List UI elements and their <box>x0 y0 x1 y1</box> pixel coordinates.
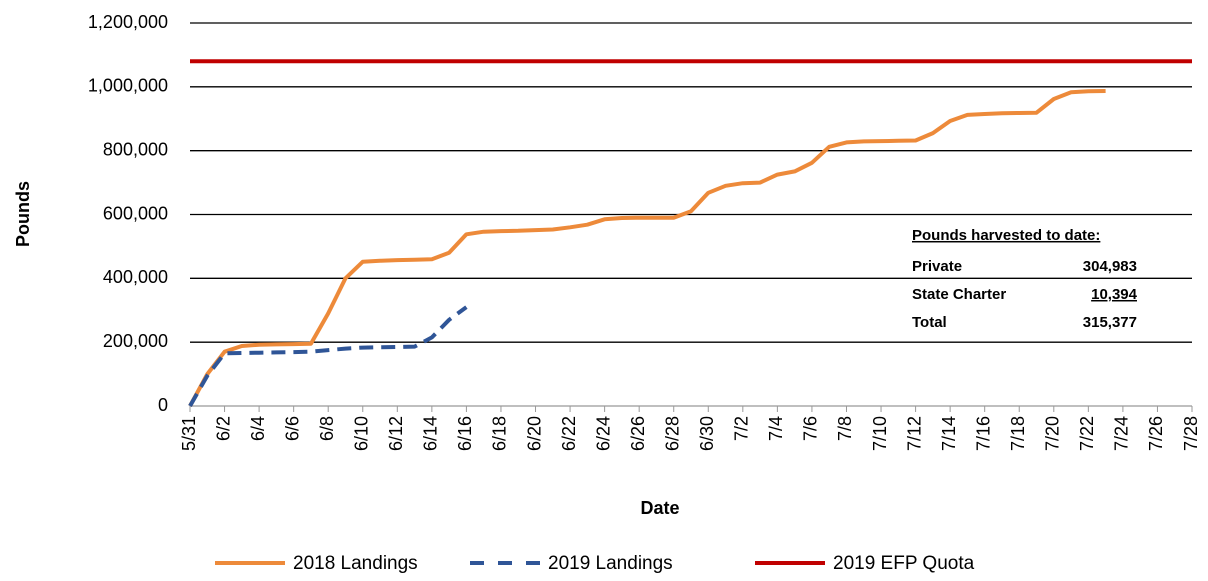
annotation-value: 304,983 <box>1083 258 1137 275</box>
y-tick-label: 800,000 <box>103 139 168 159</box>
y-tick-label: 400,000 <box>103 267 168 287</box>
annotation-heading: Pounds harvested to date: <box>912 227 1100 244</box>
x-tick-label: 7/28 <box>1181 416 1201 451</box>
x-tick-label: 6/10 <box>352 416 372 451</box>
x-tick-label: 6/8 <box>317 416 337 441</box>
x-tick-label: 7/18 <box>1008 416 1028 451</box>
legend-label: 2019 EFP Quota <box>833 553 975 574</box>
annotation-label: Private <box>912 258 962 275</box>
x-tick-label: 6/30 <box>697 416 717 451</box>
x-tick-label: 6/14 <box>421 416 441 451</box>
y-tick-label: 1,200,000 <box>88 12 168 32</box>
x-tick-label: 7/22 <box>1077 416 1097 451</box>
x-tick-label: 7/4 <box>766 416 786 441</box>
series-line <box>188 89 1106 407</box>
x-tick-label: 6/18 <box>490 416 510 451</box>
x-tick-label: 6/16 <box>455 416 475 451</box>
legend-label: 2018 Landings <box>293 553 418 574</box>
x-tick-label: 7/20 <box>1043 416 1063 451</box>
x-tick-label: 6/22 <box>559 416 579 451</box>
x-tick-label: 7/12 <box>904 416 924 451</box>
x-tick-label: 6/12 <box>386 416 406 451</box>
x-tick-label: 6/2 <box>213 416 233 441</box>
x-tick-label: 6/24 <box>593 416 613 451</box>
y-tick-label: 600,000 <box>103 203 168 223</box>
x-tick-label: 7/8 <box>835 416 855 441</box>
x-tick-label: 7/6 <box>801 416 821 441</box>
annotation-value: 315,377 <box>1083 314 1137 331</box>
x-tick-label: 7/2 <box>732 416 752 441</box>
y-tick-label: 1,000,000 <box>88 76 168 96</box>
x-tick-label: 7/24 <box>1112 416 1132 451</box>
x-tick-label: 7/14 <box>939 416 959 451</box>
annotation-label: State Charter <box>912 286 1006 303</box>
legend-label: 2019 Landings <box>548 553 673 574</box>
x-tick-label: 6/6 <box>282 416 302 441</box>
y-axis-label: Pounds <box>13 181 33 247</box>
x-tick-label: 6/4 <box>248 416 268 441</box>
series-line <box>188 305 468 407</box>
x-tick-label: 5/31 <box>179 416 199 451</box>
x-tick-label: 7/10 <box>870 416 890 451</box>
x-axis-label: Date <box>640 498 679 518</box>
x-tick-label: 7/26 <box>1146 416 1166 451</box>
x-tick-label: 7/16 <box>973 416 993 451</box>
x-tick-label: 6/28 <box>662 416 682 451</box>
x-tick-label: 6/20 <box>524 416 544 451</box>
annotation-label: Total <box>912 314 947 331</box>
x-tick-label: 6/26 <box>628 416 648 451</box>
y-tick-label: 0 <box>158 395 168 415</box>
y-tick-label: 200,000 <box>103 331 168 351</box>
annotation-value: 10,394 <box>1091 286 1138 303</box>
